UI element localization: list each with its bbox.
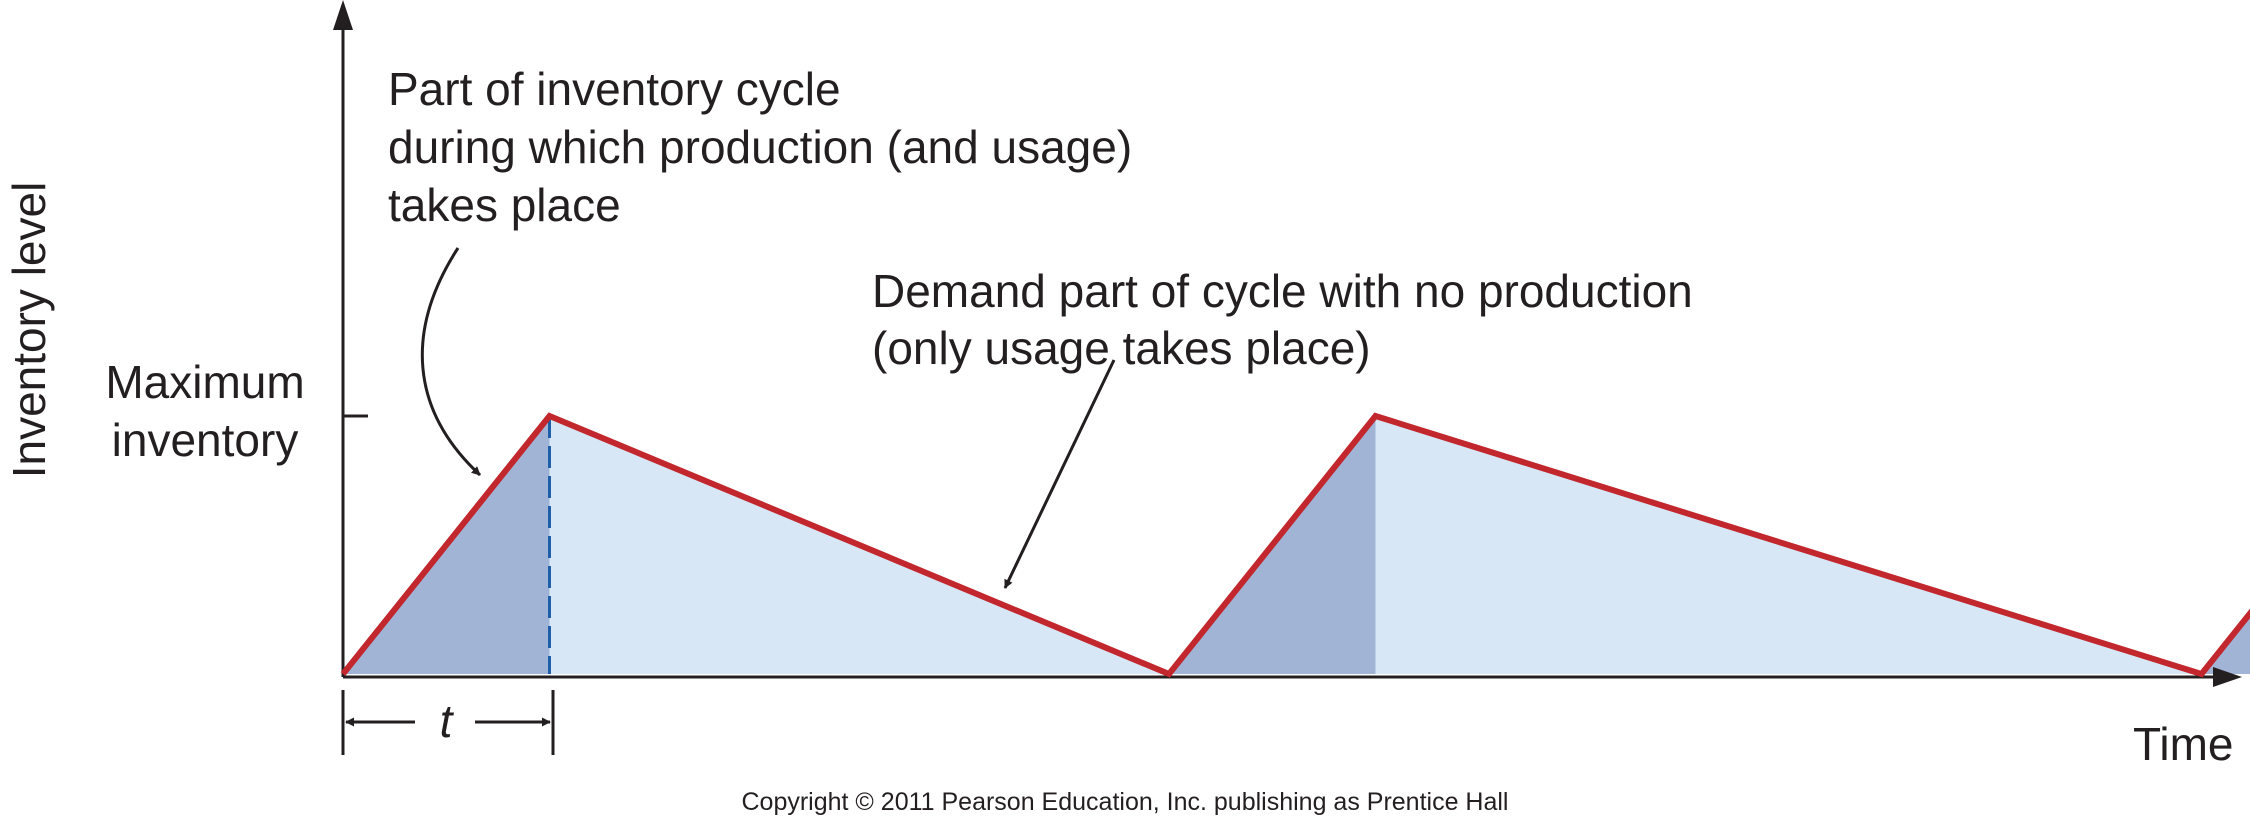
demand-annotation-line-2: (only usage takes place) [872,322,1371,374]
production-area-3 [2201,613,2250,674]
production-annotation-line-1: Part of inventory cycle [388,63,841,115]
demand-annotation-line-1: Demand part of cycle with no production [872,265,1693,317]
interval-label-t: t [440,695,455,747]
copyright-text: Copyright © 2011 Pearson Education, Inc.… [741,788,1508,816]
y-axis-arrowhead [333,0,353,30]
production-annotation-line-3: takes place [388,179,621,231]
production-annotation-line-2: during which production (and usage) [388,121,1132,173]
axes [333,0,2242,687]
demand-callout-arrow [1003,359,1116,589]
production-callout-arrow [420,247,482,477]
x-axis-label: Time [2133,718,2234,770]
y-tick-label-line-2: inventory [112,414,299,466]
y-axis-label: Inventory level [3,182,55,479]
inventory-level-line [340,412,2250,678]
production-annotation: Part of inventory cycle during which pro… [388,63,1132,477]
cycle-fills [343,416,2250,674]
y-tick-label-line-1: Maximum [105,356,304,408]
demand-annotation: Demand part of cycle with no production … [872,265,1693,589]
interval-dimension: t [341,690,555,755]
x-axis-arrowhead [2213,667,2242,687]
